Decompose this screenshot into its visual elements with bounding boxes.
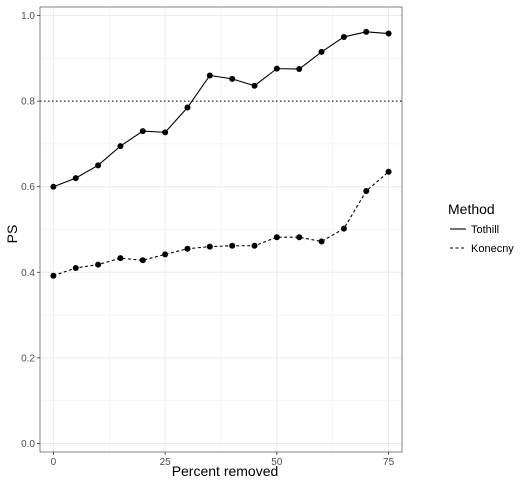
series-line-konecny	[53, 171, 389, 277]
x-axis-title: Percent removed	[172, 463, 279, 479]
data-point-konecny	[184, 245, 191, 252]
data-point-tothill	[385, 30, 392, 37]
data-point-konecny	[229, 242, 236, 249]
data-point-konecny	[206, 243, 213, 250]
data-point-konecny	[72, 265, 79, 272]
series-group	[50, 28, 392, 279]
data-point-tothill	[318, 48, 325, 55]
y-axis-title: PS	[4, 225, 20, 244]
data-point-tothill	[162, 129, 169, 136]
y-tick-label: 0.0	[21, 439, 35, 450]
x-tick-label: 0	[51, 457, 57, 468]
data-point-tothill	[139, 128, 146, 135]
y-tick-label: 0.4	[21, 268, 35, 279]
y-tick-label: 0.6	[21, 182, 35, 193]
legend-label-konecny: Konecny	[471, 243, 514, 255]
data-point-tothill	[117, 143, 124, 150]
data-point-tothill	[72, 175, 79, 182]
data-point-tothill	[273, 65, 280, 72]
data-point-tothill	[340, 33, 347, 40]
data-point-konecny	[340, 225, 347, 232]
axes: 0.0 0.2 0.4 0.6 0.8 1.0 0 25 50 75	[21, 11, 394, 468]
data-point-konecny	[251, 242, 258, 249]
data-point-konecny	[385, 168, 392, 175]
data-point-konecny	[50, 272, 57, 279]
data-point-konecny	[139, 257, 146, 264]
legend-title: Method	[448, 201, 495, 217]
data-point-konecny	[318, 238, 325, 245]
y-tick-label: 0.8	[21, 97, 35, 108]
data-point-konecny	[296, 234, 303, 241]
data-point-tothill	[50, 183, 57, 190]
panel-border	[39, 6, 403, 453]
data-point-konecny	[363, 187, 370, 194]
legend: Method Tothill Konecny	[448, 201, 514, 255]
data-point-konecny	[273, 234, 280, 241]
data-point-tothill	[184, 104, 191, 111]
data-point-tothill	[296, 66, 303, 73]
data-point-tothill	[95, 162, 102, 169]
data-point-tothill	[206, 72, 213, 79]
legend-items: Tothill Konecny	[450, 224, 514, 255]
y-tick-label: 1.0	[21, 11, 35, 22]
series-line-tothill	[53, 31, 389, 188]
x-tick-label: 50	[271, 457, 283, 468]
legend-label-tothill: Tothill	[471, 224, 499, 236]
data-point-tothill	[363, 28, 370, 35]
data-point-konecny	[162, 251, 169, 258]
y-tick-label: 0.2	[21, 353, 35, 364]
data-point-konecny	[95, 261, 102, 268]
data-point-tothill	[229, 75, 236, 82]
data-point-tothill	[251, 82, 258, 89]
x-tick-label: 25	[160, 457, 172, 468]
data-point-konecny	[117, 255, 124, 262]
x-tick-label: 75	[383, 457, 395, 468]
